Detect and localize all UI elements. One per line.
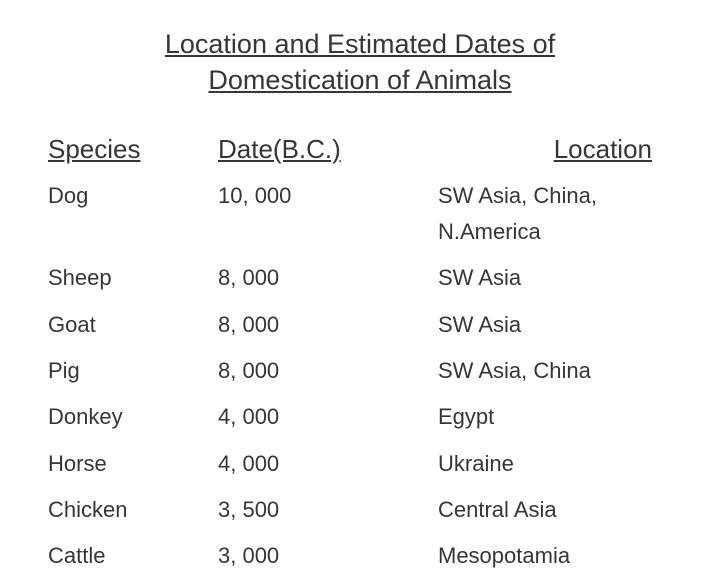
cell-species: Horse bbox=[48, 446, 218, 482]
cell-location: Egypt bbox=[438, 399, 672, 435]
header-date: Date(B.C.) bbox=[218, 134, 438, 165]
header-location: Location bbox=[438, 134, 672, 165]
domestication-table: Species Date(B.C.) Location Dog 10, 000 … bbox=[48, 129, 672, 580]
cell-species: Donkey bbox=[48, 399, 218, 435]
cell-date: 10, 000 bbox=[218, 178, 438, 214]
cell-species: Cattle bbox=[48, 538, 218, 574]
cell-location: SW Asia, China, N.America bbox=[438, 178, 672, 251]
cell-species: Goat bbox=[48, 307, 218, 343]
cell-location: Ukraine bbox=[438, 446, 672, 482]
title-line-2: Domestication of Animals bbox=[208, 65, 511, 95]
table-row: Donkey 4, 000 Egypt bbox=[48, 394, 672, 440]
cell-location: SW Asia, China bbox=[438, 353, 672, 389]
cell-species: Dog bbox=[48, 178, 218, 214]
cell-date: 8, 000 bbox=[218, 307, 438, 343]
table-row: Chicken 3, 500 Central Asia bbox=[48, 487, 672, 533]
table-row: Goat 8, 000 SW Asia bbox=[48, 302, 672, 348]
slide-page: Location and Estimated Dates of Domestic… bbox=[0, 0, 720, 540]
cell-species: Chicken bbox=[48, 492, 218, 528]
cell-date: 3, 000 bbox=[218, 538, 438, 574]
cell-location: SW Asia bbox=[438, 260, 672, 296]
cell-species: Sheep bbox=[48, 260, 218, 296]
cell-date: 8, 000 bbox=[218, 353, 438, 389]
cell-date: 4, 000 bbox=[218, 399, 438, 435]
cell-location: Mesopotamia bbox=[438, 538, 672, 574]
header-species: Species bbox=[48, 134, 218, 165]
cell-location: SW Asia bbox=[438, 307, 672, 343]
cell-location: Central Asia bbox=[438, 492, 672, 528]
cell-species: Pig bbox=[48, 353, 218, 389]
table-header-row: Species Date(B.C.) Location bbox=[48, 129, 672, 173]
cell-date: 4, 000 bbox=[218, 446, 438, 482]
table-row: Dog 10, 000 SW Asia, China, N.America bbox=[48, 173, 672, 256]
cell-date: 8, 000 bbox=[218, 260, 438, 296]
table-row: Sheep 8, 000 SW Asia bbox=[48, 255, 672, 301]
page-title: Location and Estimated Dates of Domestic… bbox=[48, 26, 672, 99]
cell-date: 3, 500 bbox=[218, 492, 438, 528]
table-row: Cattle 3, 000 Mesopotamia bbox=[48, 533, 672, 579]
title-line-1: Location and Estimated Dates of bbox=[165, 29, 555, 59]
table-row: Pig 8, 000 SW Asia, China bbox=[48, 348, 672, 394]
table-row: Horse 4, 000 Ukraine bbox=[48, 441, 672, 487]
